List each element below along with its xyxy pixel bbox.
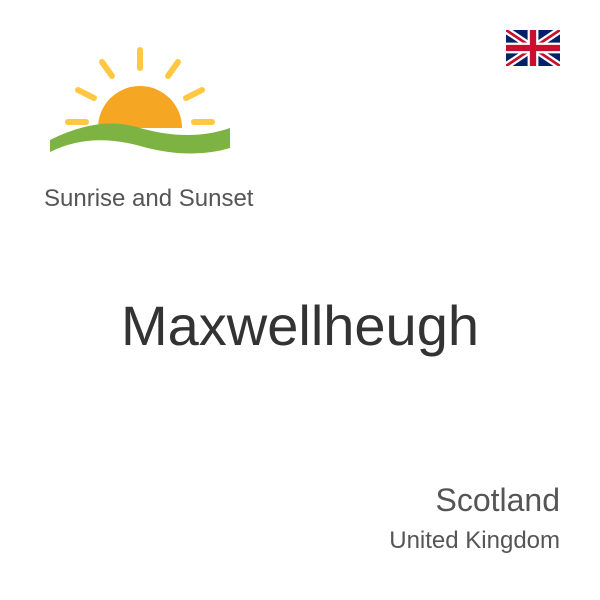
- location-title: Maxwellheugh: [40, 293, 560, 358]
- country-text: United Kingdom: [389, 527, 560, 555]
- uk-flag-icon: [506, 30, 560, 66]
- tagline-text: Sunrise and Sunset: [44, 185, 560, 213]
- logo-section: Sunrise and Sunset: [40, 40, 560, 213]
- info-card: Sunrise and Sunset Maxwellheugh Scotland…: [0, 0, 600, 600]
- region-text: Scotland: [389, 482, 560, 519]
- sunrise-logo-icon: [40, 40, 240, 170]
- location-info: Scotland United Kingdom: [389, 482, 560, 555]
